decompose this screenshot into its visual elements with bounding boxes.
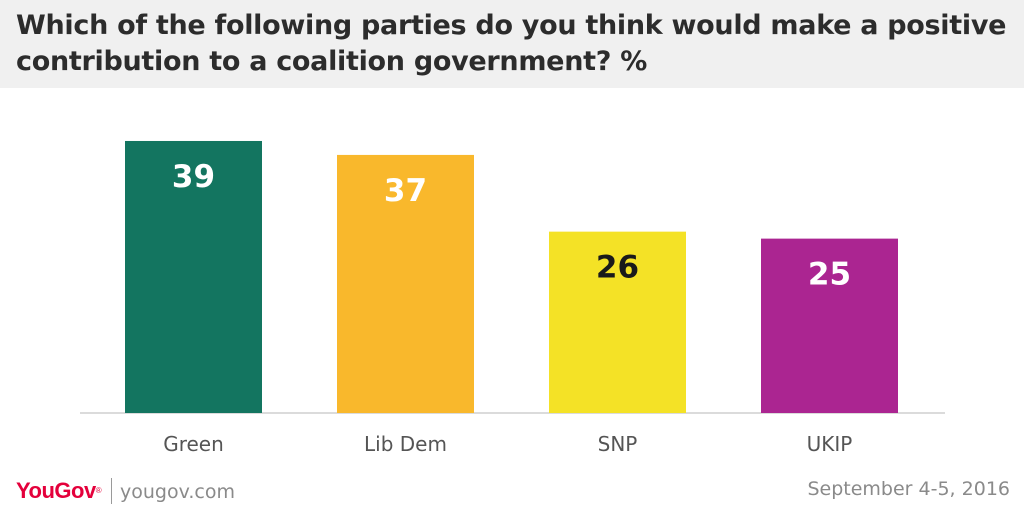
bar-green	[125, 140, 262, 413]
bar-snp	[549, 231, 686, 413]
chart-title: Which of the following parties do you th…	[16, 10, 1007, 77]
bar-chart: 39 Green 37 Lib Dem 26 SNP 25 UKIP	[80, 140, 945, 456]
data-label: 26	[596, 250, 639, 286]
data-label: 37	[384, 173, 427, 209]
data-label: 39	[172, 159, 215, 195]
category-label: SNP	[598, 432, 638, 456]
title-bar: Which of the following parties do you th…	[0, 0, 1024, 88]
survey-date: September 4-5, 2016	[807, 478, 1010, 500]
yougov-logo: YouGov®	[16, 478, 102, 503]
category-label: Lib Dem	[364, 432, 447, 456]
bar-ukip	[761, 238, 898, 413]
footer-divider	[111, 478, 112, 504]
category-label: UKIP	[807, 432, 853, 456]
category-label: Green	[163, 432, 224, 456]
data-label: 25	[808, 257, 851, 293]
bar-lib-dem	[337, 154, 474, 414]
site-url: yougov.com	[120, 481, 235, 503]
